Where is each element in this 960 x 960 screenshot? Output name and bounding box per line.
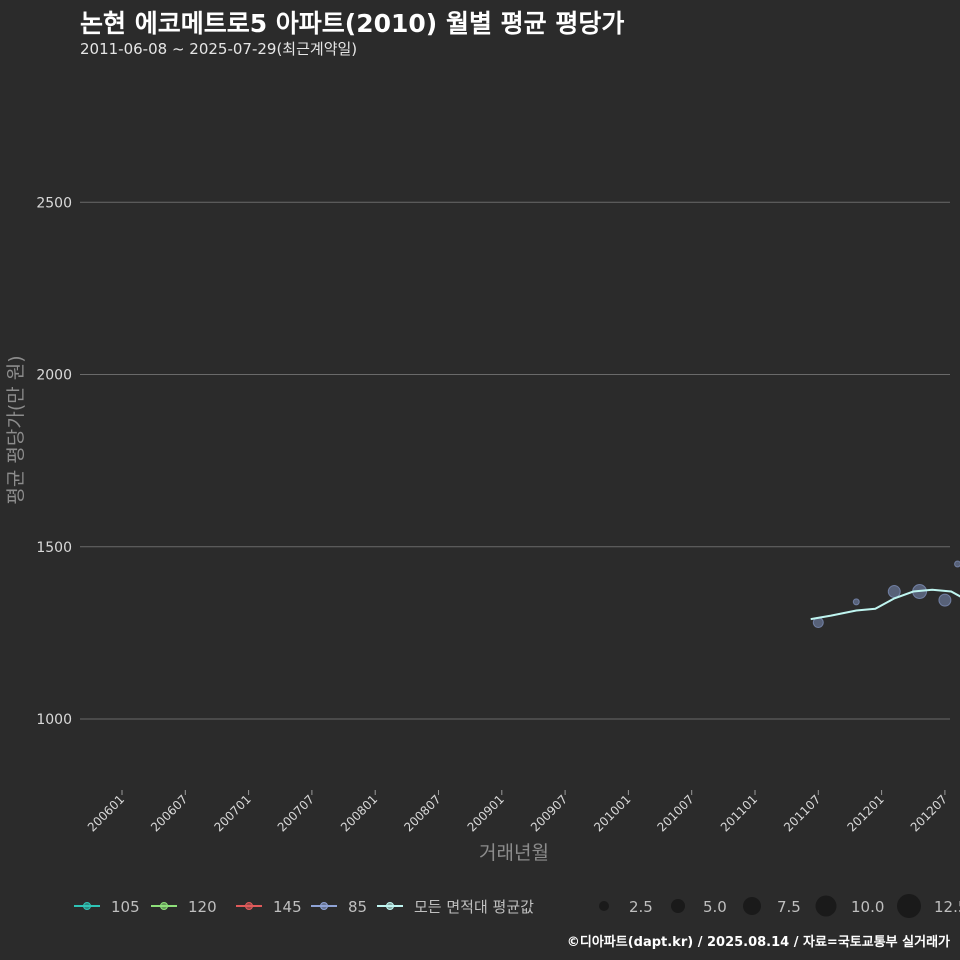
x-tick-label: 200607 — [148, 792, 190, 834]
point-85 — [938, 593, 952, 607]
y-axis-ticks: 1000 1500 2000 2500 — [36, 195, 72, 728]
legend-dot — [83, 902, 91, 910]
legend-dot — [386, 902, 394, 910]
footer-credit: ©디아파트(dapt.kr) / 2025.08.14 / 자료=국토교통부 실… — [566, 935, 950, 950]
legend-item-105: 105 — [74, 898, 140, 916]
x-tick-label: 200807 — [401, 792, 443, 834]
legend-size-circle — [599, 901, 609, 911]
legend: 105 120 145 85 모든 면적대 평균값 2.5 5.0 7.5 10.0 12.5 — [74, 894, 960, 918]
x-tick-label: 200707 — [275, 792, 317, 834]
x-tick-label: 201207 — [908, 792, 950, 834]
legend-size-2: 7.5 — [743, 897, 801, 916]
legend-item-avg: 모든 면적대 평균값 — [377, 898, 534, 916]
x-tick-label: 200907 — [528, 792, 570, 834]
y-tick-label: 2000 — [36, 368, 72, 384]
point-85 — [887, 585, 901, 599]
y-tick-label: 2500 — [36, 195, 72, 211]
legend-size-circle — [815, 895, 837, 917]
x-axis-title: 거래년월 — [479, 842, 549, 864]
x-tick-label: 201007 — [655, 792, 697, 834]
legend-dot — [160, 902, 168, 910]
legend-item-85: 85 — [311, 898, 367, 916]
x-tick-label: 200701 — [211, 792, 253, 834]
point-85 — [852, 598, 860, 606]
legend-dot — [320, 902, 328, 910]
legend-size-label: 10.0 — [851, 898, 884, 916]
legend-label: 모든 면적대 평균값 — [414, 898, 534, 916]
legend-size-3: 10.0 — [815, 895, 884, 917]
legend-label: 120 — [188, 898, 217, 916]
legend-size-circle — [897, 894, 921, 918]
legend-size-label: 12.5 — [934, 898, 960, 916]
x-tick-label: 201101 — [718, 792, 760, 834]
x-tick-label: 201201 — [844, 792, 886, 834]
legend-item-145: 145 — [236, 898, 302, 916]
legend-label: 85 — [348, 898, 367, 916]
average-line-group — [810, 588, 960, 621]
legend-label: 105 — [111, 898, 140, 916]
legend-label: 145 — [273, 898, 302, 916]
grid-lines — [80, 201, 950, 720]
legend-size-0: 2.5 — [599, 898, 653, 916]
point-85 — [954, 560, 960, 568]
legend-dot — [245, 902, 253, 910]
chart-title: 논현 에코메트로5 아파트(2010) 월별 평균 평당가 — [80, 9, 625, 38]
legend-size-circle — [743, 897, 761, 915]
x-tick-label: 201001 — [591, 792, 633, 834]
y-tick-label: 1000 — [36, 712, 72, 728]
legend-size-label: 7.5 — [777, 898, 801, 916]
legend-size-label: 5.0 — [703, 898, 727, 916]
y-axis-title: 평균 평당가(만 원) — [5, 355, 27, 504]
x-tick-label: 200901 — [465, 792, 507, 834]
legend-item-120: 120 — [151, 898, 217, 916]
y-tick-label: 1500 — [36, 540, 72, 556]
chart-subtitle: 2011-06-08 ~ 2025-07-29(최근계약일) — [80, 40, 358, 58]
average-line — [810, 588, 960, 621]
scatter-points — [812, 560, 960, 629]
x-tick-label: 200801 — [338, 792, 380, 834]
legend-size-4: 12.5 — [897, 894, 960, 918]
legend-size-circle — [671, 899, 685, 913]
x-tick-label: 200601 — [85, 792, 127, 834]
x-axis-ticks: 200601 200607 200701 200707 200801 200807 2009… — [85, 790, 950, 835]
legend-size-label: 2.5 — [629, 898, 653, 916]
x-tick-label: 201107 — [781, 792, 823, 834]
legend-size-1: 5.0 — [671, 898, 727, 916]
